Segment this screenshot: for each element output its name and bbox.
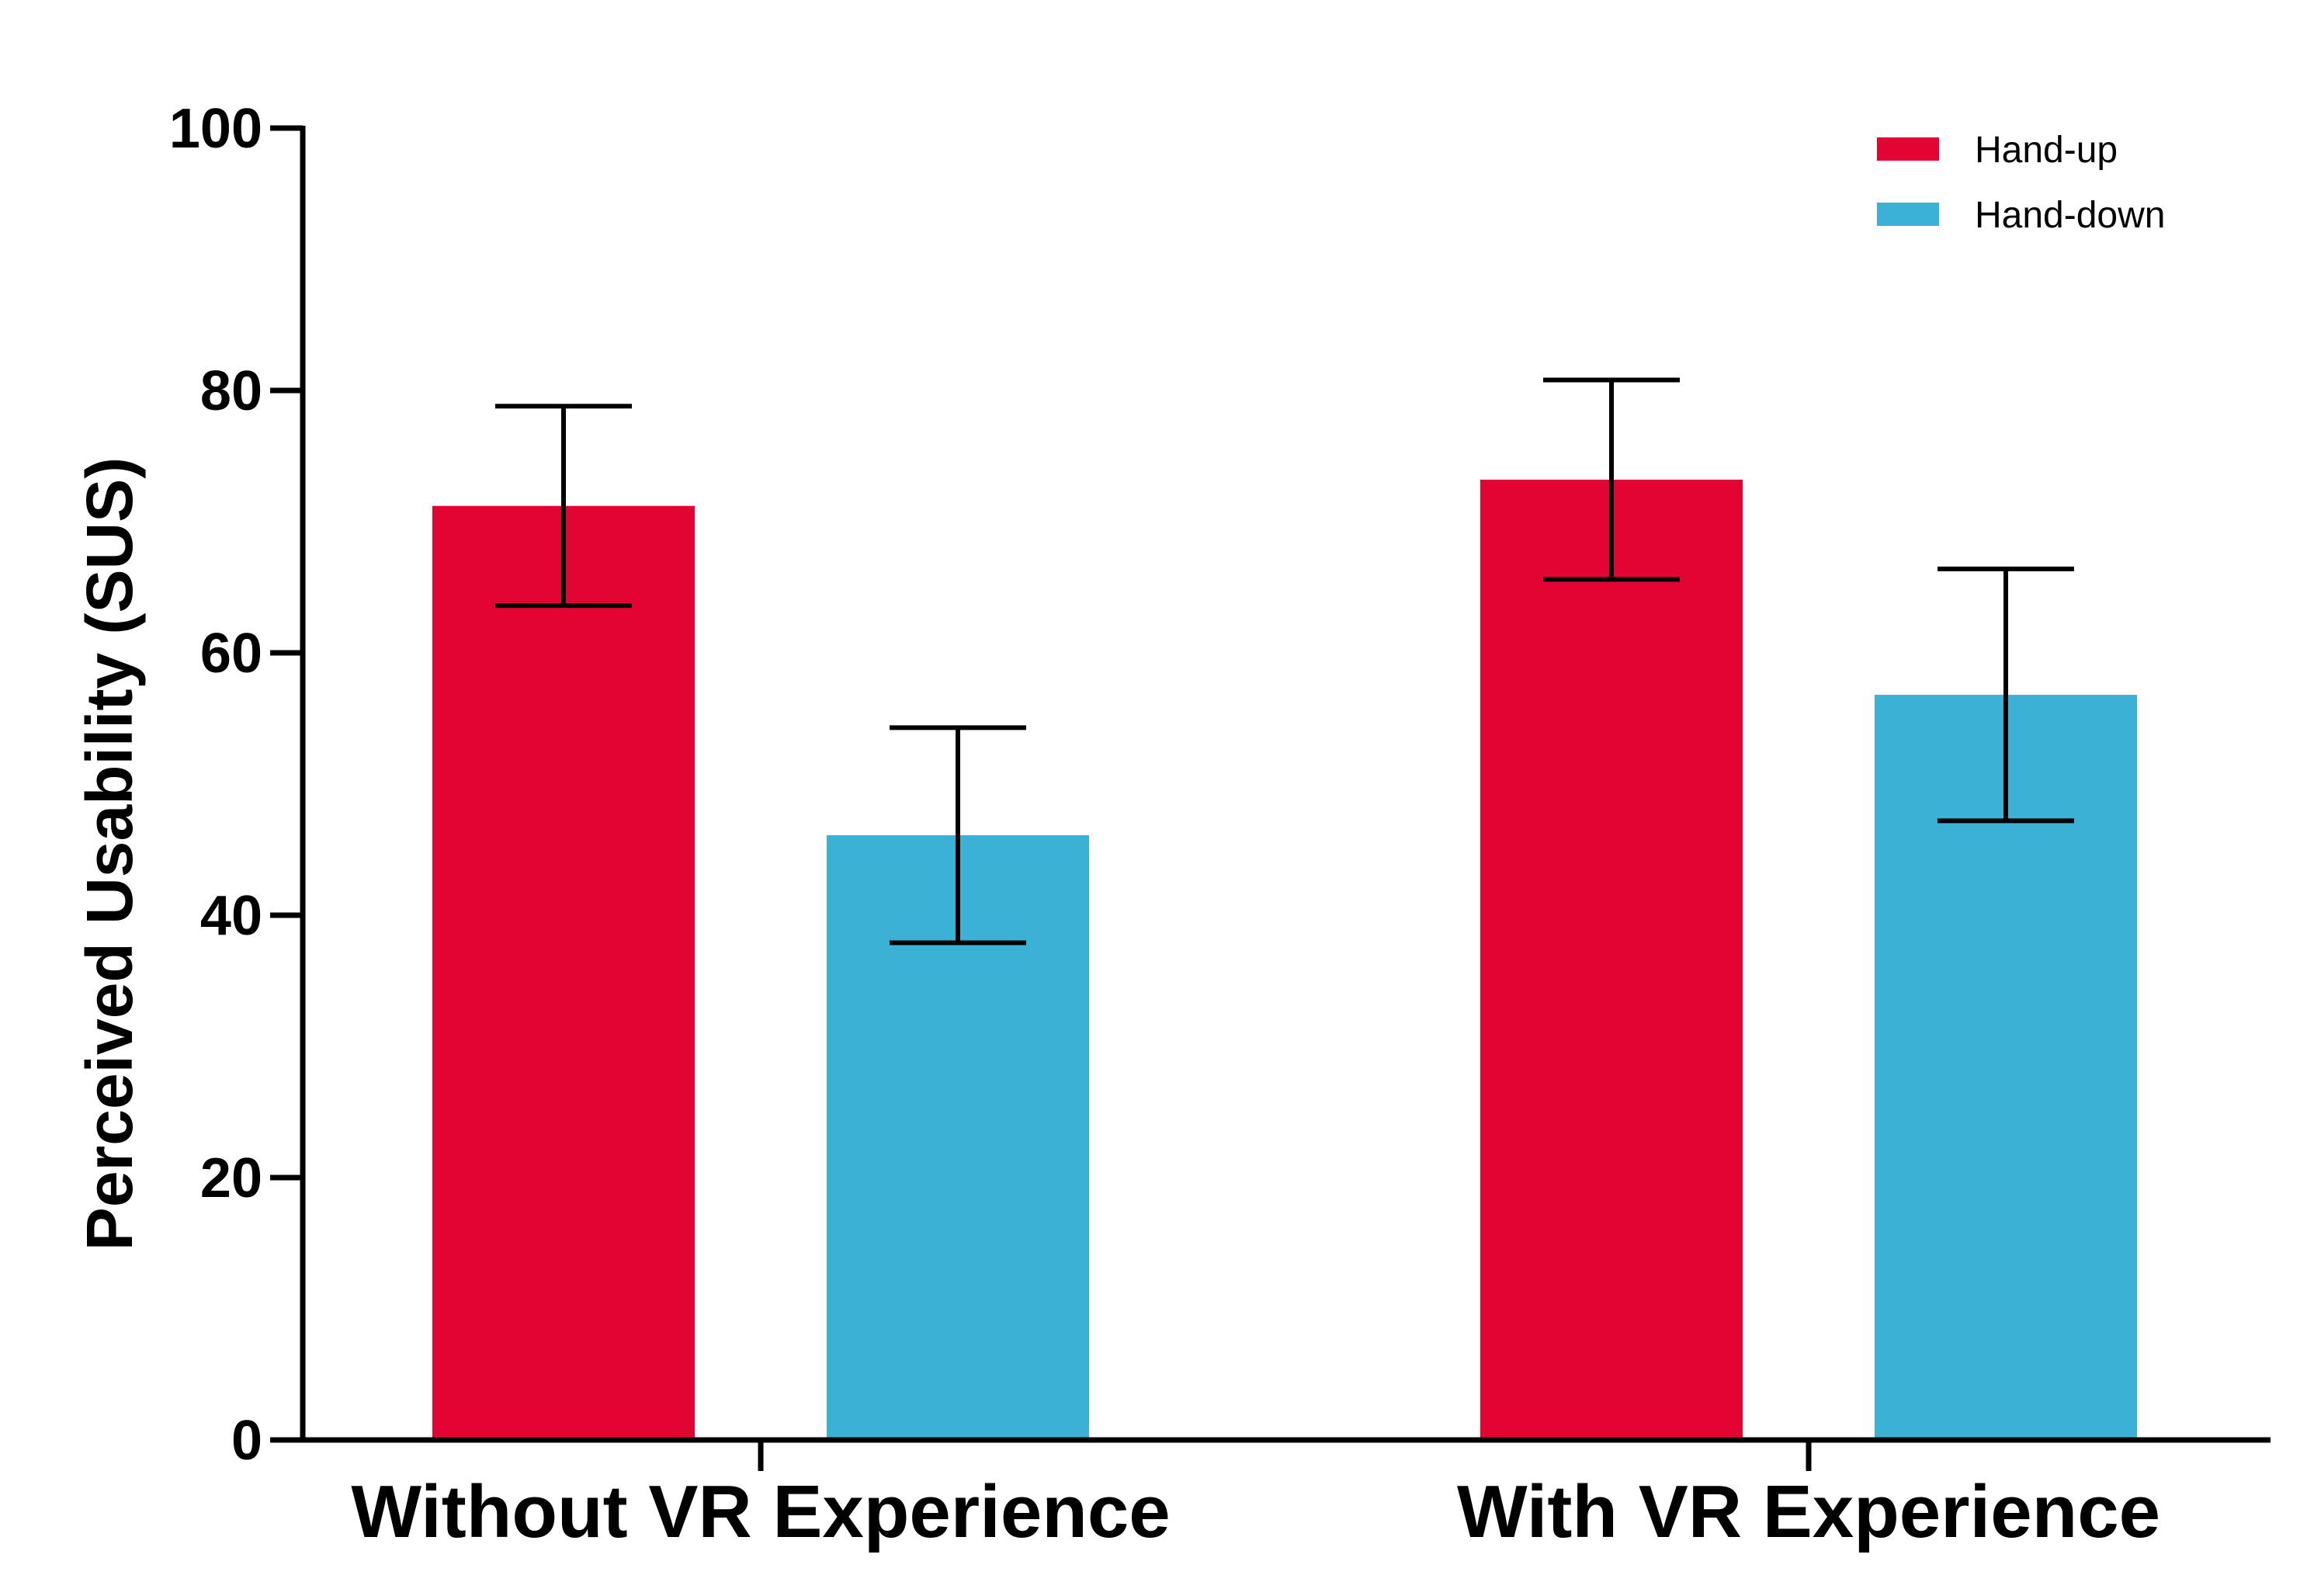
bar-hand-up [1480,479,1743,1441]
bars-layer [432,479,2137,1441]
y-ticks-layer: 0 20 40 60 80 100 [169,98,303,1472]
x-category-label: With VR Experience [1457,1470,2160,1553]
y-tick-label: 40 [200,885,262,947]
axes-layer [300,126,2271,1443]
y-tick-label: 60 [200,623,262,685]
x-categories-layer: Without VR Experience With VR Experience [351,1440,2160,1553]
legend-swatch-hand-up [1877,137,1939,161]
y-tick-label: 80 [200,360,262,422]
bar-hand-up [432,505,695,1440]
legend-swatch-hand-down [1877,203,1939,226]
y-tick-label: 20 [200,1147,262,1209]
y-tick-label: 100 [169,98,262,160]
x-category-label: Without VR Experience [351,1470,1170,1553]
y-tick-label: 0 [231,1410,262,1472]
y-axis-title: Perceived Usability (SUS) [73,457,146,1251]
legend-label-hand-up: Hand-up [1975,130,2118,171]
legend: Hand-up Hand-down [1877,130,2165,236]
error-bars-layer [495,377,2074,945]
legend-label-hand-down: Hand-down [1975,195,2165,236]
